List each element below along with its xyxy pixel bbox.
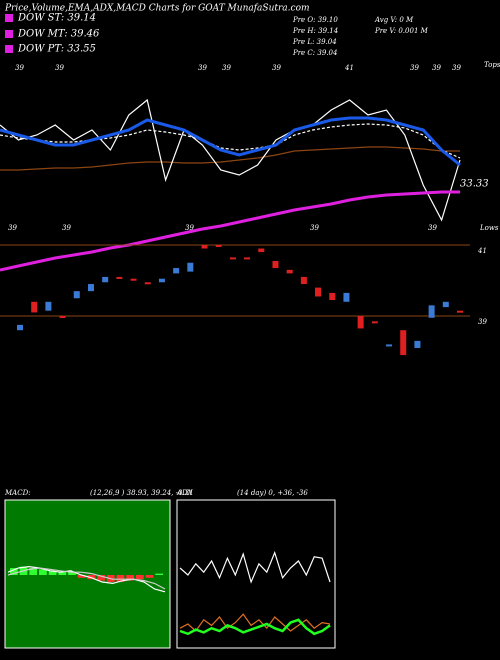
legend-swatch bbox=[5, 14, 13, 22]
candle bbox=[45, 301, 52, 311]
candle bbox=[357, 316, 364, 329]
histogram-bar bbox=[48, 570, 57, 575]
candle bbox=[201, 244, 208, 249]
candle bbox=[400, 330, 407, 356]
y-tick-label: 41 bbox=[477, 247, 487, 255]
low-label: 39 bbox=[428, 224, 437, 232]
candle bbox=[102, 276, 109, 283]
y-tick-label: 39 bbox=[478, 318, 487, 326]
candle bbox=[59, 316, 66, 319]
line-series bbox=[0, 98, 461, 222]
low-label: 39 bbox=[310, 224, 319, 232]
line-series bbox=[179, 618, 331, 636]
candle bbox=[414, 340, 421, 348]
candle bbox=[371, 321, 378, 324]
top-label: 39 bbox=[15, 64, 24, 72]
page-title: Price,Volume,EMA,ADX,MACD Charts for GOA… bbox=[4, 4, 310, 14]
top-label: 39 bbox=[452, 64, 461, 72]
legend-text: DOW ST: 39.14 bbox=[17, 13, 96, 24]
candle bbox=[158, 278, 165, 283]
line-series bbox=[0, 190, 460, 272]
candle bbox=[187, 262, 194, 272]
line-series bbox=[0, 146, 460, 171]
panel-title: MACD: bbox=[4, 489, 31, 497]
top-label: 39 bbox=[410, 64, 419, 72]
panel-title: ADX bbox=[176, 489, 194, 497]
top-label: 41 bbox=[344, 64, 354, 72]
candle bbox=[215, 244, 222, 247]
legend-swatch bbox=[5, 45, 13, 53]
histogram-bar bbox=[155, 573, 164, 575]
info-text: Avg V: 0 M bbox=[374, 16, 414, 24]
histogram-bar bbox=[29, 568, 38, 575]
candle bbox=[272, 260, 279, 269]
tops-label: Tops bbox=[484, 61, 500, 69]
line-series bbox=[179, 613, 331, 632]
candle bbox=[300, 276, 307, 285]
histogram-bar bbox=[58, 572, 67, 575]
histogram-bar bbox=[97, 575, 105, 581]
histogram-bar bbox=[116, 575, 125, 582]
info-text: Pre O: 39.10 bbox=[292, 16, 338, 24]
line-series bbox=[7, 567, 166, 590]
candle bbox=[286, 269, 293, 274]
candle bbox=[258, 248, 265, 253]
candle bbox=[173, 268, 180, 274]
candle bbox=[87, 284, 94, 292]
candle bbox=[442, 301, 449, 308]
top-label: 39 bbox=[55, 64, 64, 72]
candle bbox=[315, 287, 322, 297]
candle bbox=[457, 310, 463, 313]
low-label: 39 bbox=[8, 224, 17, 232]
line-series bbox=[0, 123, 461, 159]
histogram-bar bbox=[126, 575, 134, 581]
price-label: 33.33 bbox=[460, 179, 489, 190]
top-label: 39 bbox=[222, 64, 231, 72]
candle bbox=[229, 257, 236, 260]
line-series bbox=[7, 565, 166, 593]
candle bbox=[116, 276, 123, 279]
line-series bbox=[0, 116, 461, 167]
panel-params: (14 day) 0, +36, -36 bbox=[237, 489, 308, 497]
info-text: Pre L: 39.04 bbox=[292, 38, 337, 46]
histogram-bar bbox=[145, 575, 154, 578]
low-label: 39 bbox=[185, 224, 194, 232]
candle bbox=[244, 257, 251, 260]
panel bbox=[176, 499, 336, 649]
top-label: 39 bbox=[432, 64, 441, 72]
candle bbox=[31, 301, 38, 313]
lows-label: Lows bbox=[479, 224, 499, 232]
panel-params: (12,26,9 ) 38.93, 39.24, -0.31 bbox=[90, 489, 194, 497]
top-label: 39 bbox=[198, 64, 207, 72]
histogram-bar bbox=[39, 569, 47, 575]
legend-swatch bbox=[5, 30, 13, 38]
candle bbox=[386, 344, 393, 347]
candle bbox=[130, 278, 137, 281]
candle bbox=[17, 324, 23, 331]
histogram-bar bbox=[68, 572, 76, 575]
low-label: 39 bbox=[62, 224, 71, 232]
info-text: Pre C: 39.04 bbox=[292, 49, 337, 57]
candle bbox=[329, 292, 336, 301]
line-series bbox=[179, 550, 331, 584]
histogram-bar bbox=[10, 568, 18, 575]
histogram-bar bbox=[77, 575, 86, 578]
legend-text: DOW MT: 39.46 bbox=[17, 29, 100, 40]
candle bbox=[428, 305, 435, 318]
legend-text: DOW PT: 33.55 bbox=[17, 44, 96, 55]
candle bbox=[73, 291, 80, 299]
info-text: Pre H: 39.14 bbox=[292, 27, 338, 35]
top-label: 39 bbox=[272, 64, 281, 72]
candle bbox=[343, 292, 350, 302]
histogram-bar bbox=[135, 575, 144, 580]
info-text: Pre V: 0.001 M bbox=[374, 27, 429, 35]
candle bbox=[144, 282, 151, 285]
